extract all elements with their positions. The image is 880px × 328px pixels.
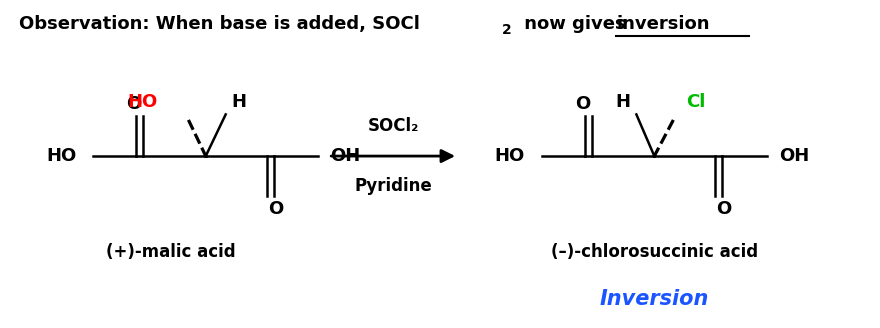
Text: O: O [575, 94, 590, 113]
Text: Cl: Cl [686, 92, 706, 111]
Text: HO: HO [128, 92, 158, 111]
Text: HO: HO [46, 147, 77, 165]
Text: (–)-chlorosuccinic acid: (–)-chlorosuccinic acid [551, 243, 758, 261]
Text: inversion: inversion [617, 15, 710, 33]
Text: H: H [231, 92, 246, 111]
Text: SOCl₂: SOCl₂ [368, 117, 419, 135]
Text: H: H [615, 92, 630, 111]
Text: OH: OH [330, 147, 361, 165]
Text: Inversion: Inversion [599, 289, 709, 309]
Text: Pyridine: Pyridine [355, 177, 432, 195]
Text: (+)-malic acid: (+)-malic acid [106, 243, 236, 261]
Text: 2: 2 [502, 23, 511, 37]
Text: HO: HO [495, 147, 524, 165]
Text: O: O [127, 94, 142, 113]
Text: OH: OH [779, 147, 810, 165]
Text: now gives: now gives [517, 15, 632, 33]
Text: Observation: When base is added, SOCl: Observation: When base is added, SOCl [19, 15, 421, 33]
Text: O: O [268, 200, 283, 217]
Text: O: O [716, 200, 732, 217]
